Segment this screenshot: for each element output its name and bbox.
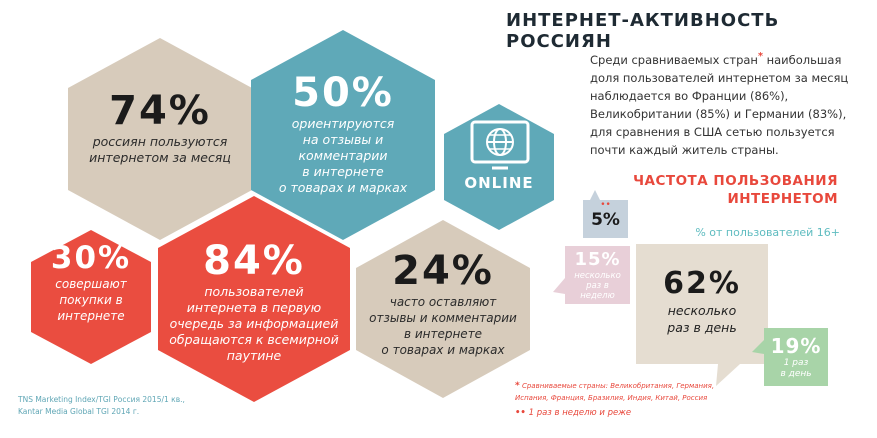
bubble-5-shape — [583, 190, 628, 238]
page-title: ИНТЕРНЕТ-АКТИВНОСТЬ РОССИЯН — [506, 10, 780, 52]
caption-line: неделю — [580, 291, 615, 301]
frequency-title-line: ЧАСТОТА ПОЛЬЗОВАНИЯ — [633, 173, 838, 189]
hex-84-shape — [158, 196, 350, 402]
frequency-title: ЧАСТОТА ПОЛЬЗОВАНИЯ ИНТЕРНЕТОМ — [610, 172, 838, 208]
intro-line: почти каждый житель страны. — [590, 142, 779, 157]
caption-line: о товарах и марках — [278, 180, 408, 195]
hex-24: 24% часто оставляют отзывы и комментарии… — [356, 248, 530, 358]
stat-value: 74% — [109, 88, 211, 134]
hex-50: 50% ориентируются на отзывы и комментари… — [251, 70, 435, 196]
caption-line: интернетом за месяц — [89, 150, 231, 165]
bubble-value: 5% — [591, 210, 620, 230]
caption-line: россиян пользуются — [92, 134, 228, 149]
intro-line: Великобритании (85%) и Германии (83%), — [590, 106, 847, 121]
caption-line: совершают — [55, 277, 127, 291]
caption-line: обращаются к всемирной — [169, 332, 339, 347]
intro-line: наблюдается во Франции (86%), — [590, 88, 789, 103]
caption-line: пользователей — [204, 284, 304, 299]
source-line: TNS Marketing Index/TGI Россия 2015/1 кв… — [18, 395, 185, 404]
caption-line: ориентируются — [291, 116, 395, 131]
hex-30: 30% совершают покупки в интернете — [31, 240, 151, 324]
bubble-62: 62% несколько раз в день — [636, 266, 768, 336]
hex-50-shape — [251, 30, 435, 240]
bubble-19-shape — [752, 328, 828, 386]
bubble-5: •• 5% — [583, 200, 628, 231]
bubble-19: 19% 1 раз в день — [764, 334, 828, 380]
caption-line: часто оставляют — [389, 295, 497, 309]
intro-text: наибольшая — [762, 52, 842, 67]
footnote-1: * Сравниваемые страны: Великобритания, Г… — [515, 380, 725, 404]
frequency-title-line: ИНТЕРНЕТОМ — [727, 191, 838, 207]
bubble-value: 19% — [770, 334, 822, 358]
caption-line: раз в день — [667, 320, 737, 335]
stat-caption: ориентируются на отзывы и комментарии в … — [251, 116, 435, 196]
bubble-15-shape — [553, 246, 630, 304]
caption-line: интернете — [57, 309, 125, 323]
bubble-value: 15% — [574, 249, 621, 270]
caption-line: комментарии — [298, 148, 388, 163]
stat-caption: россиян пользуются интернетом за месяц — [68, 134, 252, 166]
stat-value: 50% — [292, 70, 394, 116]
footnote-text: 1 раз в неделю и реже — [528, 408, 632, 418]
caption-line: в интернете — [302, 164, 384, 179]
footnote-star: •• — [515, 408, 526, 418]
bubble-caption: несколько раз в неделю — [565, 271, 630, 301]
caption-line: очередь за информацией — [169, 316, 339, 331]
hex-84: 84% пользователей интернета в первую оче… — [158, 238, 350, 364]
footnotes: * Сравниваемые страны: Великобритания, Г… — [515, 380, 725, 419]
www-icon — [470, 120, 530, 170]
caption-line: в интернете — [403, 327, 483, 341]
intro-line-1: Среди сравниваемых стран* наибольшая — [590, 48, 870, 69]
footnote-star: •• — [600, 200, 611, 210]
frequency-subtitle: % от пользователей 16+ — [695, 226, 840, 239]
intro-text: Среди сравниваемых стран — [590, 52, 758, 67]
caption-line: покупки в — [59, 293, 123, 307]
intro-paragraph: Среди сравниваемых стран* наибольшая дол… — [590, 48, 870, 159]
footnote-star: * — [757, 51, 763, 62]
bubble-value: 62% — [663, 266, 741, 301]
caption-line: на отзывы и — [302, 132, 384, 147]
footnote-text: Сравниваемые страны: Великобритания, Гер… — [515, 382, 715, 402]
stat-value: 30% — [50, 240, 132, 276]
caption-line: раз в — [586, 281, 609, 291]
hex-24-shape — [356, 220, 530, 398]
footnote-star: * — [515, 381, 520, 391]
caption-line: паутине — [226, 348, 282, 363]
stat-value: 24% — [392, 248, 494, 294]
hex-74-shape — [68, 38, 252, 240]
bubble-62-shape — [636, 244, 768, 386]
stat-caption: совершают покупки в интернете — [31, 276, 151, 324]
caption-line: несколько — [667, 303, 737, 318]
source-note: TNS Marketing Index/TGI Россия 2015/1 кв… — [18, 394, 185, 418]
footnote-2: •• 1 раз в неделю и реже — [515, 407, 725, 419]
hex-30-shape — [31, 230, 151, 364]
intro-line: для сравнения в США сетью пользуется — [590, 124, 835, 139]
stat-caption: часто оставляют отзывы и комментарии в и… — [356, 294, 530, 358]
bubble-15: 15% несколько раз в неделю — [565, 249, 630, 301]
caption-line: 1 раз — [783, 358, 809, 368]
caption-line: несколько — [574, 271, 621, 281]
stat-caption: пользователей интернета в первую очередь… — [158, 284, 350, 364]
hex-74: 74% россиян пользуются интернетом за мес… — [68, 88, 252, 166]
bubble-caption: 1 раз в день — [764, 358, 828, 380]
stat-value: 84% — [203, 238, 305, 284]
caption-line: отзывы и комментарии — [369, 311, 517, 325]
online-badge-label: ONLINE — [464, 174, 534, 192]
caption-line: интернета в первую — [186, 300, 322, 315]
caption-line: в день — [780, 369, 812, 379]
caption-line: о товарах и марках — [381, 343, 505, 357]
bubble-caption: несколько раз в день — [636, 302, 768, 336]
source-line: Kantar Media Global TGI 2014 г. — [18, 407, 140, 416]
intro-line: доля пользователей интернетом за месяц — [590, 70, 849, 85]
